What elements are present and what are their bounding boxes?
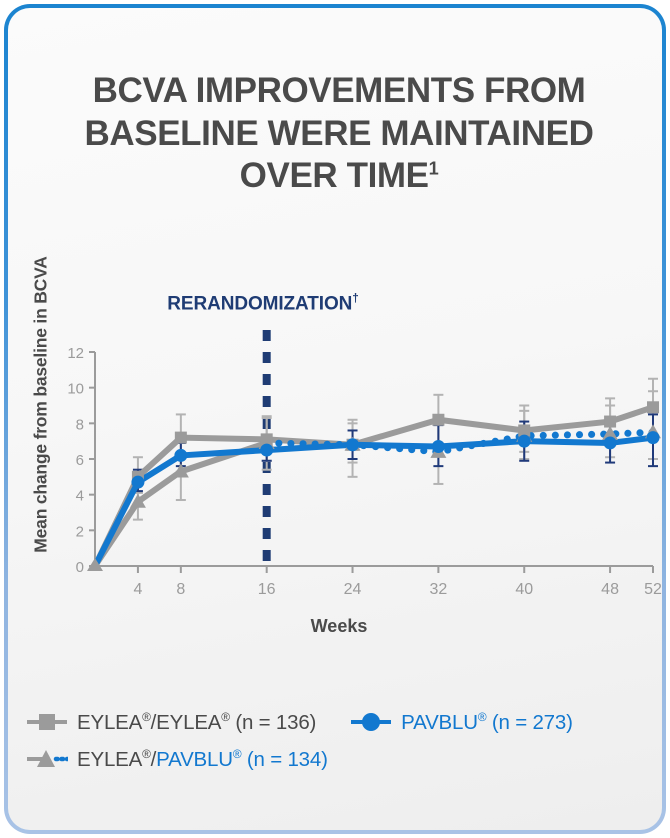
page-title-line-1: BCVA IMPROVEMENTS FROM xyxy=(92,71,586,110)
x-axis-tick-48: 48 xyxy=(601,581,619,598)
rerandomization-dagger: † xyxy=(352,292,359,305)
legend-label-eylea-eylea: EYLEA®/EYLEA® (n = 136) xyxy=(77,710,317,734)
legend-item-pavblu[interactable]: PAVBLU® (n = 273) xyxy=(350,710,573,735)
series-markers-pavblu xyxy=(131,431,660,489)
x-axis-tick-32: 32 xyxy=(429,581,447,598)
x-axis-tick-24: 24 xyxy=(344,581,362,598)
chart-card-inner: BCVA IMPROVEMENTS FROM BASELINE WERE MAI… xyxy=(8,8,662,830)
chart-plot-region: Mean change from baseline in BCVA Weeks … xyxy=(8,226,663,666)
page-title: BCVA IMPROVEMENTS FROM BASELINE WERE MAI… xyxy=(30,70,648,198)
legend-marker-triangle-dotted-icon xyxy=(27,750,68,768)
y-axis-tick-8: 8 xyxy=(76,416,84,433)
y-axis-tick-6: 6 xyxy=(76,452,84,469)
legend-item-eylea-eylea[interactable]: EYLEA®/EYLEA® (n = 136) xyxy=(26,710,316,735)
legend-marker-circle-solid-icon xyxy=(351,713,392,732)
series-line-eylea-eylea xyxy=(92,404,656,569)
x-axis-tick-4: 4 xyxy=(133,581,142,598)
y-axis-tick-0: 0 xyxy=(76,559,84,576)
series-origin-marker xyxy=(87,558,103,571)
y-axis-tick-4: 4 xyxy=(76,488,84,505)
chart-card: BCVA IMPROVEMENTS FROM BASELINE WERE MAI… xyxy=(4,4,666,834)
x-axis-label: Weeks xyxy=(310,616,368,636)
series-line-eylea-pavblu-solid xyxy=(92,439,270,569)
x-axis-tick-16: 16 xyxy=(258,581,276,598)
page-title-line-2: BASELINE WERE MAINTAINED xyxy=(84,113,594,153)
legend-row-2: EYLEA®/PAVBLU® (n = 134) xyxy=(26,741,656,778)
page-title-superscript: 1 xyxy=(428,158,439,179)
y-axis-tick-2: 2 xyxy=(76,523,84,540)
legend-label-eylea-pavblu: EYLEA®/PAVBLU® (n = 134) xyxy=(77,747,328,771)
x-axis-tick-40: 40 xyxy=(515,581,533,598)
y-axis-tick-10: 10 xyxy=(67,381,84,398)
legend-item-eylea-pavblu[interactable]: EYLEA®/PAVBLU® (n = 134) xyxy=(26,747,328,772)
x-axis-tick-52: 52 xyxy=(644,581,662,598)
legend-row-1: EYLEA®/EYLEA® (n = 136) PAVBLU® (n = 273… xyxy=(26,704,656,741)
rerandomization-annotation-label: RERANDOMIZATION† xyxy=(68,292,458,315)
rerandomization-text: RERANDOMIZATION xyxy=(167,293,353,315)
x-axis-tick-8: 8 xyxy=(176,581,185,598)
legend-marker-square-solid-icon xyxy=(27,714,67,731)
page-title-line-3: OVER TIME xyxy=(239,156,429,196)
chart-legend: EYLEA®/EYLEA® (n = 136) PAVBLU® (n = 273… xyxy=(26,704,656,778)
y-axis-tick-12: 12 xyxy=(67,345,84,362)
legend-label-pavblu: PAVBLU® (n = 273) xyxy=(401,710,573,734)
